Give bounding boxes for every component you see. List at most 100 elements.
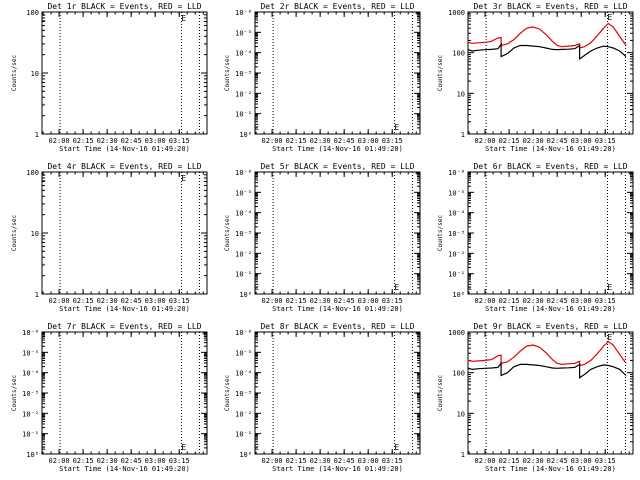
plot-frame <box>41 331 208 455</box>
plot-frame <box>41 11 208 135</box>
y-tick-label: 1 <box>461 131 465 139</box>
y-tick-label: 10 <box>457 90 465 98</box>
x-tick-label: 03:00 <box>358 457 379 465</box>
x-tick-label: 02:30 <box>310 457 331 465</box>
x-tick-label: 02:45 <box>547 297 568 305</box>
x-tick-label: 03:00 <box>571 137 592 145</box>
e-marker: E <box>181 174 186 183</box>
y-tick-label: 10⁻⁶ <box>22 329 39 337</box>
y-tick-label: 10⁻¹ <box>235 431 252 439</box>
y-tick-label: 10⁰ <box>239 131 252 139</box>
e-marker: E <box>394 123 399 132</box>
x-tick-label: 02:30 <box>523 457 544 465</box>
y-tick-label: 1000 <box>448 329 465 337</box>
panel-det-5r: Det 5r BLACK = Events, RED = LLD 10⁰ 10⁻¹ 1… <box>224 162 421 313</box>
x-tick-label: 02:15 <box>73 297 94 305</box>
x-tick-label: 03:00 <box>145 297 166 305</box>
y-tick-label: 10⁻⁵ <box>235 349 252 357</box>
y-tick-label: 1 <box>461 451 465 459</box>
y-axis-label: Counts/sec <box>11 215 18 252</box>
x-tick-label: 03:15 <box>595 137 616 145</box>
e-marker: E <box>41 174 46 183</box>
y-tick-label: 1000 <box>448 9 465 17</box>
panel-det-7r: Det 7r BLACK = Events, RED = LLD 10⁰ 10⁻¹ 1… <box>11 322 208 473</box>
plot-frame <box>41 171 208 295</box>
y-tick-label: 10⁻³ <box>448 230 465 238</box>
x-axis-label: Start Time (14-Nov-16 01:49:20) <box>272 145 403 153</box>
y-tick-label: 10⁻² <box>235 90 252 98</box>
panel-det-3r: Det 3r BLACK = Events, RED = LLD 1 10 100 10… <box>437 2 634 153</box>
y-tick-label: 100 <box>452 50 465 58</box>
x-tick-label: 03:00 <box>358 297 379 305</box>
x-axis-label: Start Time (14-Nov-16 01:49:20) <box>485 465 616 473</box>
panel-det-1r: Det 1r BLACK = Events, RED = LLD 1 10 100 Co… <box>11 2 208 153</box>
plot-frame <box>254 331 421 455</box>
y-tick-label: 10 <box>457 410 465 418</box>
x-tick-label: 02:45 <box>334 457 355 465</box>
y-tick-label: 10⁻¹ <box>235 271 252 279</box>
y-tick-label: 10⁻⁶ <box>235 9 252 17</box>
events-series-line <box>467 361 627 379</box>
y-tick-label: 1 <box>35 131 39 139</box>
e-marker: E <box>607 333 612 342</box>
x-tick-label: 02:30 <box>97 137 118 145</box>
x-tick-label: 03:15 <box>169 137 190 145</box>
panel-det-2r: Det 2r BLACK = Events, RED = LLD 10⁰ 10⁻¹ 1… <box>224 2 421 153</box>
y-tick-label: 10⁰ <box>239 291 252 299</box>
x-tick-label: 02:45 <box>121 137 142 145</box>
y-tick-label: 10⁻⁶ <box>235 169 252 177</box>
x-axis-label: Start Time (14-Nov-16 01:49:20) <box>272 465 403 473</box>
y-tick-label: 10⁻⁶ <box>235 329 252 337</box>
y-tick-label: 10⁰ <box>239 451 252 459</box>
panel-title: Det 6r BLACK = Events, RED = LLD <box>473 162 627 171</box>
x-tick-label: 02:00 <box>475 457 496 465</box>
x-tick-label: 02:15 <box>499 137 520 145</box>
x-tick-label: 02:00 <box>49 137 70 145</box>
y-tick-label: 10⁰ <box>452 291 465 299</box>
panel-det-8r: Det 8r BLACK = Events, RED = LLD 10⁰ 10⁻¹ 1… <box>224 322 421 473</box>
y-tick-label: 10⁻⁴ <box>235 210 252 218</box>
x-axis-label: Start Time (14-Nov-16 01:49:20) <box>59 145 190 153</box>
y-tick-label: 10⁻³ <box>235 70 252 78</box>
y-tick-label: 10⁻⁴ <box>235 370 252 378</box>
panel-det-6r: Det 6r BLACK = Events, RED = LLD 10⁰ 10⁻¹ 1… <box>437 162 634 313</box>
e-marker: E <box>254 283 259 292</box>
x-tick-label: 03:15 <box>382 297 403 305</box>
y-axis-label: Counts/sec <box>437 215 444 252</box>
x-axis-label: Start Time (14-Nov-16 01:49:20) <box>272 305 403 313</box>
e-marker: E <box>394 283 399 292</box>
panel-det-9r: Det 9r BLACK = Events, RED = LLD 1 10 100 10… <box>437 322 634 473</box>
y-axis-label: Counts/sec <box>224 215 231 252</box>
x-tick-label: 03:15 <box>595 297 616 305</box>
e-marker: E <box>254 123 259 132</box>
lld-series-line <box>467 22 627 49</box>
e-marker: E <box>607 13 612 22</box>
x-tick-label: 02:30 <box>97 297 118 305</box>
x-tick-label: 02:45 <box>121 297 142 305</box>
y-tick-label: 10 <box>31 70 39 78</box>
y-tick-label: 10⁻⁵ <box>448 189 465 197</box>
y-tick-label: 10⁻⁶ <box>448 169 465 177</box>
x-tick-label: 02:15 <box>73 457 94 465</box>
e-marker: E <box>41 443 46 452</box>
x-axis-label: Start Time (14-Nov-16 01:49:20) <box>59 465 190 473</box>
e-marker: E <box>181 443 186 452</box>
x-tick-label: 02:30 <box>523 137 544 145</box>
panel-det-4r: Det 4r BLACK = Events, RED = LLD 1 10 100 Co… <box>11 162 208 313</box>
x-tick-label: 02:45 <box>547 137 568 145</box>
y-tick-label: 10⁻² <box>235 250 252 258</box>
plot-frame <box>467 171 634 295</box>
y-tick-label: 10 <box>31 230 39 238</box>
e-marker: E <box>254 443 259 452</box>
panel-title: Det 9r BLACK = Events, RED = LLD <box>473 322 627 331</box>
x-tick-label: 03:15 <box>382 457 403 465</box>
x-tick-label: 02:00 <box>49 297 70 305</box>
y-axis-label: Counts/sec <box>224 375 231 412</box>
e-marker: E <box>181 14 186 23</box>
events-series-line <box>467 42 627 61</box>
x-tick-label: 03:00 <box>145 137 166 145</box>
lld-series-line <box>467 340 627 367</box>
e-marker: E <box>41 14 46 23</box>
x-tick-label: 02:30 <box>310 297 331 305</box>
x-axis-label: Start Time (14-Nov-16 01:49:20) <box>59 305 190 313</box>
